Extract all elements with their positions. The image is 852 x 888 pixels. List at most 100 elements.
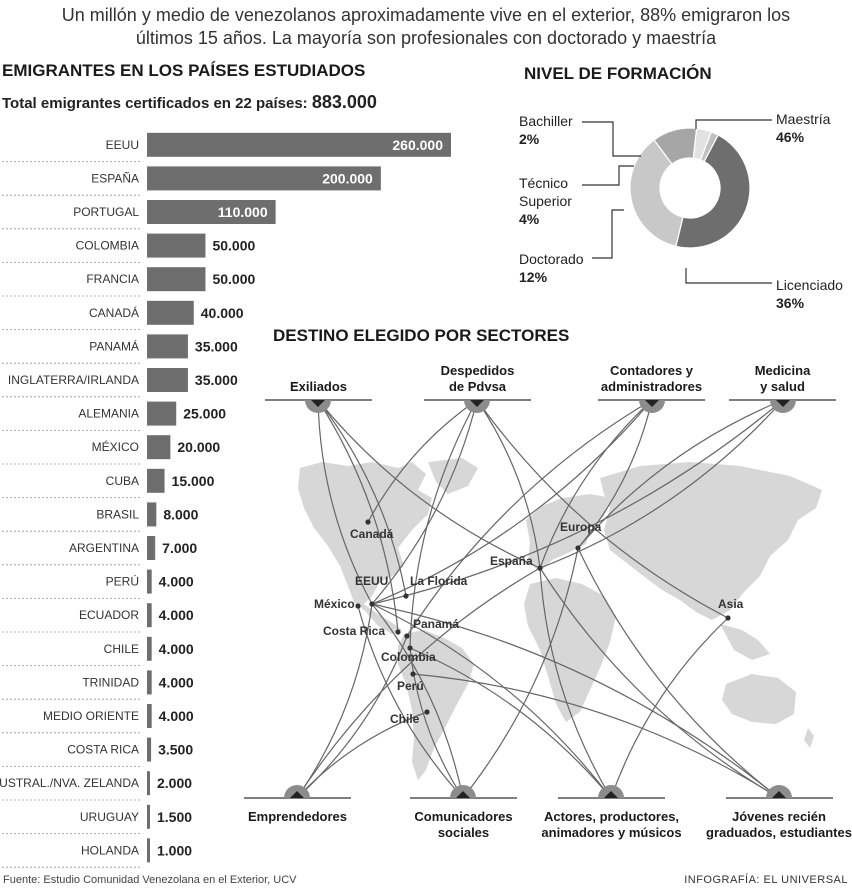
label-licenciado-pct: 36% <box>776 295 805 311</box>
route-line <box>371 399 653 605</box>
label-maestria: Maestría 46% <box>776 110 830 146</box>
leader-bachiller <box>582 121 641 157</box>
bar-value-label: 7.000 <box>162 540 197 556</box>
bar-row-cuba: CUBA 15.000 <box>2 468 215 499</box>
sector-emprendedores: Emprendedores <box>234 809 361 825</box>
headline-line-2: últimos 15 años. La mayoría son profesio… <box>135 28 717 48</box>
route-line <box>539 567 612 799</box>
marker-arrow-contadores <box>645 400 659 407</box>
bar-category-label: HOLANDA <box>81 843 139 857</box>
leader-licenciado <box>685 268 772 284</box>
bar-category-label: ECUADOR <box>79 608 139 622</box>
bar-category-label: ALEMANIA <box>78 407 139 421</box>
bar <box>147 233 206 258</box>
route-line <box>610 617 729 799</box>
bar-row-brasil: BRASIL 8.000 <box>2 502 199 532</box>
route-line <box>317 399 399 633</box>
bar-value-label: 4.000 <box>159 641 194 657</box>
route-line <box>476 399 729 619</box>
bar <box>147 132 451 157</box>
label-licenciado-name: Licenciado <box>776 277 843 293</box>
route-line <box>539 399 653 569</box>
route-line <box>296 711 428 799</box>
southeast-asia-shape <box>720 624 770 660</box>
total-label: Total emigrantes certificados en 22 país… <box>2 95 308 112</box>
route-line <box>577 399 653 549</box>
bar-value-label: 20.000 <box>177 439 220 455</box>
credit-note: INFOGRAFÍA: EL UNIVERSAL <box>684 874 848 886</box>
sector-medicina-line-1: Medicina <box>754 363 811 378</box>
bar-category-label: MÉXICO <box>92 439 139 454</box>
australia-shape <box>722 674 796 724</box>
bar <box>147 536 156 560</box>
europe-shape <box>526 494 612 572</box>
dest-point-europa <box>575 545 581 551</box>
sector-medicina-line-2: y salud <box>760 379 805 394</box>
bar <box>147 334 188 359</box>
bar-row-canada: CANADÁ 40.000 <box>2 300 244 331</box>
bar-category-label: PERÚ <box>106 574 139 589</box>
bar <box>147 603 152 628</box>
bar-category-label: CHILE <box>104 642 139 656</box>
bar-category-label: FRANCIA <box>86 272 139 286</box>
route-line <box>371 399 478 605</box>
destination-points <box>355 519 731 715</box>
route-line <box>476 399 541 569</box>
route-line <box>296 567 541 799</box>
dest-point-espana <box>537 565 543 571</box>
sector-jovenes-line-1: Jóvenes recién <box>732 809 826 824</box>
education-donut-chart <box>582 119 772 284</box>
sector-pdvsa-line-2: de Pdvsa <box>448 379 507 394</box>
dest-point-canada <box>365 519 371 525</box>
marker-arrow-emprendedores <box>290 791 304 798</box>
dest-panama: Panamá <box>413 617 459 631</box>
dest-mexico: México <box>314 597 355 611</box>
bar-value-label: 50.000 <box>212 271 255 287</box>
bar-row-chile: CHILE 4.000 <box>2 636 194 666</box>
bar-row-costa-rica: COSTA RICA 3.500 <box>2 737 193 767</box>
route-line <box>577 547 780 799</box>
leader-tecnico <box>582 165 634 186</box>
sector-comunicadores: Comunicadores sociales <box>400 809 527 841</box>
bar <box>147 771 150 796</box>
bar-category-label: COLOMBIA <box>76 239 139 253</box>
dest-europa: Europa <box>560 520 602 534</box>
bar <box>147 704 152 728</box>
dest-asia: Asia <box>718 597 744 611</box>
route-line <box>409 647 612 799</box>
donut-title: NIVEL DE FORMACIÓN <box>524 64 712 83</box>
bar-category-label: AUSTRAL./NVA. ZELANDA <box>0 776 139 790</box>
bar <box>147 166 381 191</box>
destination-labels: Canadá EEUU México La Florida Costa Rica… <box>314 520 744 726</box>
world-map <box>298 458 822 780</box>
route-line <box>406 399 653 637</box>
dest-point-asia <box>725 615 731 621</box>
south-america-shape <box>398 630 474 780</box>
new-zealand-shape <box>804 728 814 748</box>
bar-value-label: 35.000 <box>195 372 238 388</box>
bar-value-label: 3.500 <box>158 742 193 758</box>
bar <box>147 804 150 829</box>
label-licenciado: Licenciado 36% <box>776 276 843 312</box>
total-emigrants: Total emigrantes certificados en 22 país… <box>2 92 377 113</box>
bar <box>147 670 152 695</box>
donut-slice-licenciado <box>629 139 684 248</box>
bar-row-inglaterra-irlanda: INGLATERRA/IRLANDA 35.000 <box>2 368 238 398</box>
bar-category-label: CUBA <box>106 474 139 488</box>
sector-actores-line-1: Actores, productores, <box>543 809 680 824</box>
label-tecnico-name-2: Superior <box>519 193 572 209</box>
bar-category-label: ESPAÑA <box>91 171 139 185</box>
sector-exiliados: Exiliados <box>265 379 372 395</box>
sector-pdvsa: Despedidos de Pdvsa <box>414 363 541 395</box>
bar-row-mexico: MÉXICO 20.000 <box>2 435 220 465</box>
bar <box>147 636 152 661</box>
donut-slice-maestria <box>675 134 751 249</box>
bar-row-espana: ESPAÑA 200.000 <box>2 166 381 196</box>
sector-contadores-line-1: Contadores y <box>609 363 694 378</box>
route-line <box>412 673 780 799</box>
bar-value-label: 2.000 <box>157 775 192 791</box>
sector-comunicadores-line-2: sociales <box>437 825 490 840</box>
bar-row-uruguay: URUGUAY 1.500 <box>2 804 192 834</box>
leader-maestria <box>695 119 772 129</box>
route-line <box>371 603 464 799</box>
